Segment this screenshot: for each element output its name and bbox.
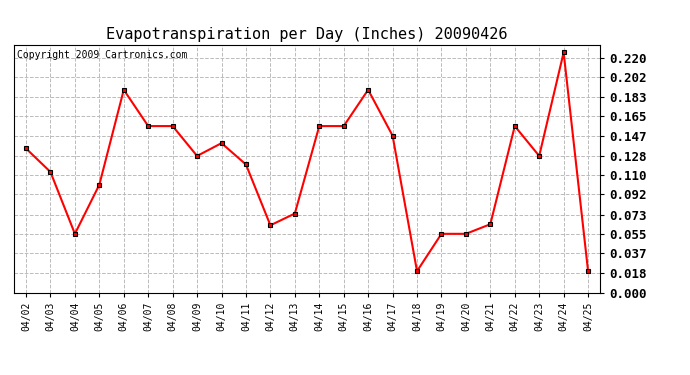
Text: Copyright 2009 Cartronics.com: Copyright 2009 Cartronics.com (17, 50, 187, 60)
Title: Evapotranspiration per Day (Inches) 20090426: Evapotranspiration per Day (Inches) 2009… (106, 27, 508, 42)
